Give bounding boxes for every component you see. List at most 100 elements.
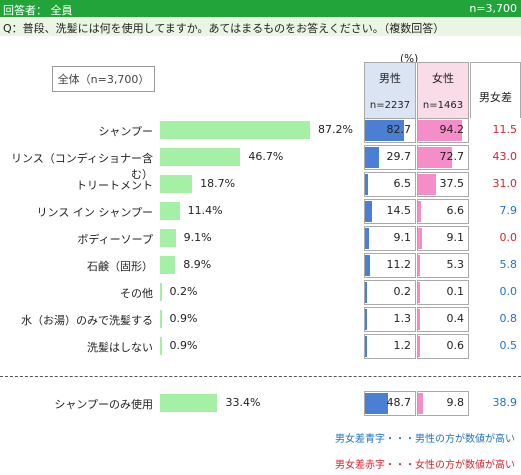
- female-value: 72.7: [439, 150, 465, 163]
- sample-size: n=3,700: [469, 2, 517, 15]
- category-label: リンス イン シャンプー: [36, 206, 153, 219]
- male-value: 1.2: [393, 339, 412, 352]
- female-title: 女性: [432, 72, 454, 85]
- female-value: 37.5: [439, 177, 465, 190]
- male-cell: 11.2: [364, 253, 416, 278]
- overall-value: 46.7%: [248, 150, 284, 163]
- female-bar: [418, 120, 463, 141]
- female-value: 0.4: [446, 312, 465, 325]
- overall-value: 8.9%: [183, 258, 212, 271]
- female-n: n=1463: [422, 100, 464, 111]
- category-label: 石鹸（固形）: [87, 260, 153, 273]
- female-bar: [418, 336, 420, 357]
- category-label: 水（お湯）のみで洗髪する: [21, 314, 153, 327]
- male-value: 6.5: [393, 177, 412, 190]
- female-bar: [418, 282, 420, 303]
- overall-bar: [160, 121, 310, 139]
- male-bar: [365, 147, 379, 168]
- male-bar: [365, 201, 372, 222]
- overall-bar: [160, 310, 162, 328]
- overall-bar: [160, 283, 162, 301]
- category-label: その他: [120, 287, 153, 300]
- overall-bar: [160, 175, 193, 193]
- male-cell: 0.2: [364, 280, 416, 305]
- male-value: 0.2: [393, 285, 412, 298]
- female-bar: [418, 228, 423, 249]
- overall-legend-box: 全体（n=3,700）: [52, 66, 155, 92]
- diff-value: 5.8: [499, 258, 518, 271]
- diff-value: 11.5: [492, 123, 518, 136]
- question-text: Q：普段、洗髪には何を使用してますか。あてはまるものをお答えください。（複数回答…: [3, 22, 445, 35]
- male-value: 48.7: [386, 396, 412, 409]
- male-value: 82.7: [386, 123, 412, 136]
- male-cell: 1.3: [364, 307, 416, 332]
- female-value: 0.6: [446, 339, 465, 352]
- overall-value: 0.9%: [169, 312, 198, 325]
- female-column-header: 女性 n=1463: [417, 62, 469, 118]
- male-cell: 82.7: [364, 118, 416, 143]
- male-cell: 14.5: [364, 199, 416, 224]
- female-value: 0.1: [446, 285, 465, 298]
- note-red: 男女差赤字・・・女性の方が数値が高い: [335, 460, 515, 471]
- male-title: 男性: [379, 72, 401, 85]
- diff-value: 43.0: [492, 150, 518, 163]
- female-cell: 0.1: [417, 280, 469, 305]
- female-cell: 5.3: [417, 253, 469, 278]
- overall-value: 0.2%: [169, 285, 198, 298]
- female-value: 6.6: [446, 204, 465, 217]
- male-bar: [365, 120, 404, 141]
- male-bar: [365, 174, 369, 195]
- male-n: n=2237: [369, 100, 411, 111]
- category-label: ボディーソープ: [77, 233, 153, 246]
- female-cell: 6.6: [417, 199, 469, 224]
- category-label: シャンプー: [98, 125, 153, 138]
- category-label: 洗髪はしない: [87, 341, 153, 354]
- overall-value: 87.2%: [318, 123, 353, 136]
- overall-bar: [160, 256, 176, 274]
- overall-value: 11.4%: [187, 204, 223, 217]
- separator-line: [0, 376, 521, 377]
- diff-title: 男女差: [479, 91, 512, 104]
- male-cell: 6.5: [364, 172, 416, 197]
- diff-column-header: 男女差: [470, 62, 521, 118]
- female-bar: [418, 201, 422, 222]
- overall-bar: [160, 202, 180, 220]
- header-bar: 回答者： 全員 n=3,700: [0, 0, 521, 17]
- diff-value: 0.0: [499, 285, 518, 298]
- male-cell: 29.7: [364, 145, 416, 170]
- female-cell: 0.4: [417, 307, 469, 332]
- question-bar: Q：普段、洗髪には何を使用してますか。あてはまるものをお答えください。（複数回答…: [0, 17, 521, 36]
- diff-value: 31.0: [492, 177, 518, 190]
- overall-bar: [160, 229, 176, 247]
- overall-bar: [160, 337, 162, 355]
- female-value: 5.3: [446, 258, 465, 271]
- male-value: 14.5: [386, 204, 412, 217]
- male-bar: [365, 393, 388, 414]
- male-value: 29.7: [386, 150, 412, 163]
- note-blue: 男女差青字・・・男性の方が数値が高い: [335, 434, 515, 445]
- diff-value: 0.8: [499, 312, 518, 325]
- overall-value: 9.1%: [183, 231, 212, 244]
- female-cell: 72.7: [417, 145, 469, 170]
- female-cell: 9.1: [417, 226, 469, 251]
- female-bar: [418, 174, 436, 195]
- male-value: 11.2: [386, 258, 412, 271]
- female-value: 94.2: [439, 123, 465, 136]
- category-label: シャンプーのみ使用: [54, 398, 153, 411]
- female-bar: [418, 255, 421, 276]
- respondent-label: 回答者： 全員: [3, 4, 73, 17]
- category-label: トリートメント: [76, 179, 153, 192]
- female-cell: 0.6: [417, 334, 469, 359]
- male-bar: [365, 228, 370, 249]
- female-cell: 37.5: [417, 172, 469, 197]
- female-bar: [418, 393, 423, 414]
- female-cell: 94.2: [417, 118, 469, 143]
- male-cell: 1.2: [364, 334, 416, 359]
- female-cell: 9.8: [417, 391, 469, 416]
- overall-bar: [160, 394, 218, 412]
- female-bar: [418, 147, 453, 168]
- diff-value: 7.9: [499, 204, 518, 217]
- overall-bar: [160, 148, 241, 166]
- female-value: 9.1: [446, 231, 465, 244]
- overall-value: 33.4%: [225, 396, 261, 409]
